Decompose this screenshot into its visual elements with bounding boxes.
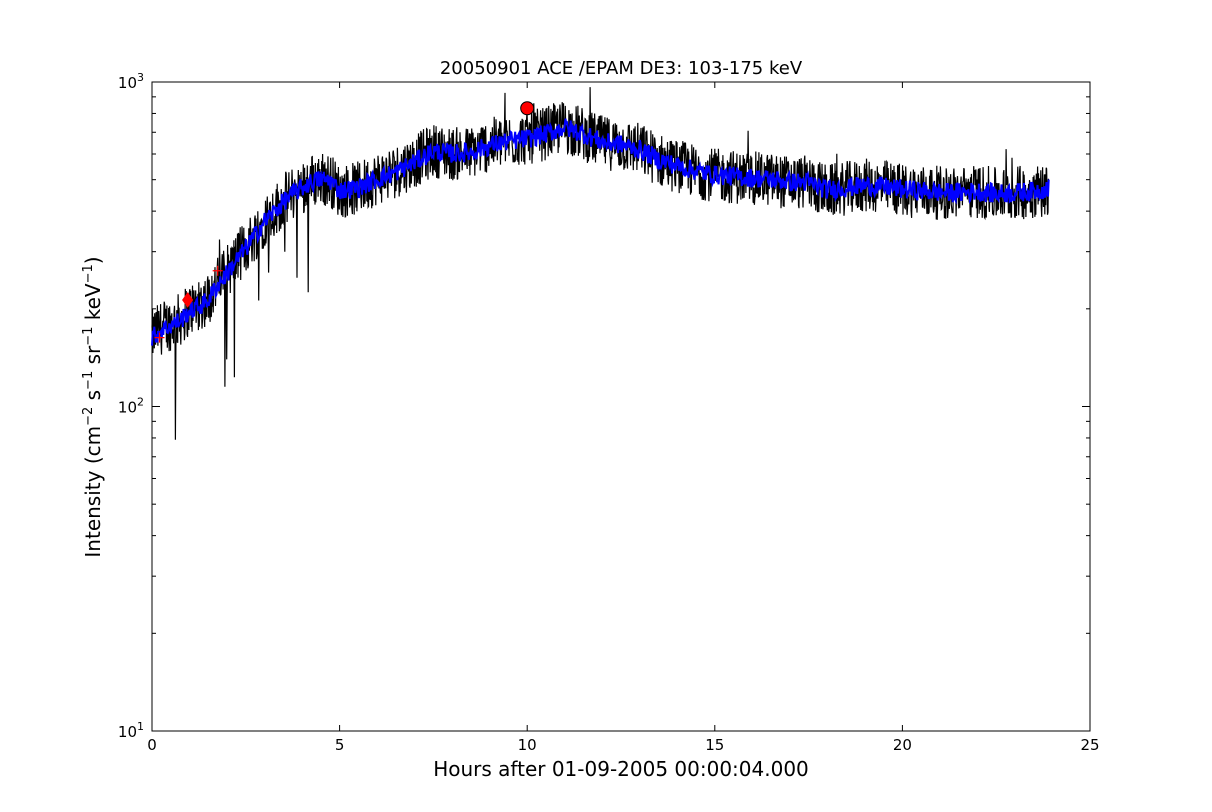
x-tick-label: 0 xyxy=(147,736,157,754)
y-axis-label-mid3: keV xyxy=(81,283,105,327)
y-tick-label: 102 xyxy=(118,396,144,417)
y-tick-label: 101 xyxy=(118,720,144,741)
y-axis-label-suffix: ) xyxy=(81,256,105,264)
x-tick-label: 10 xyxy=(518,736,537,754)
y-axis-label-prefix: Intensity (cm xyxy=(81,426,105,558)
y-axis-label-exp3: −1 xyxy=(81,327,96,346)
y-axis-label-exp2: −1 xyxy=(81,371,96,390)
x-tick-label: 15 xyxy=(705,736,724,754)
x-axis-ticks: 0 5 10 15 20 25 xyxy=(147,82,1100,754)
y-tick-label: 103 xyxy=(118,71,144,92)
y-axis-ticks: 101 102 103 xyxy=(118,71,1090,741)
chart-title: 20050901 ACE /EPAM DE3: 103-175 keV xyxy=(440,58,803,79)
x-tick-label: 5 xyxy=(335,736,345,754)
raw-series-line xyxy=(151,87,1049,440)
smoothed-series-line xyxy=(151,118,1050,346)
y-axis-label-exp4: −1 xyxy=(81,264,96,283)
plus-marker xyxy=(212,265,223,276)
plot-area xyxy=(151,81,1091,732)
peak-marker xyxy=(520,101,535,116)
y-axis-label-mid2: sr xyxy=(81,345,105,371)
smoothed-series xyxy=(151,118,1050,346)
y-axis-label: Intensity (cm−2 s−1 sr−1 keV−1) xyxy=(81,256,105,557)
raw-series xyxy=(151,87,1049,440)
onset-marker xyxy=(182,292,194,308)
y-axis-label-exp1: −2 xyxy=(81,407,96,426)
y-axis-label-mid1: s xyxy=(81,390,105,407)
markers xyxy=(154,101,535,343)
plus-marker xyxy=(154,332,165,343)
x-axis-label: Hours after 01-09-2005 00:00:04.000 xyxy=(433,757,809,781)
x-tick-label: 20 xyxy=(893,736,912,754)
x-tick-label: 25 xyxy=(1080,736,1099,754)
